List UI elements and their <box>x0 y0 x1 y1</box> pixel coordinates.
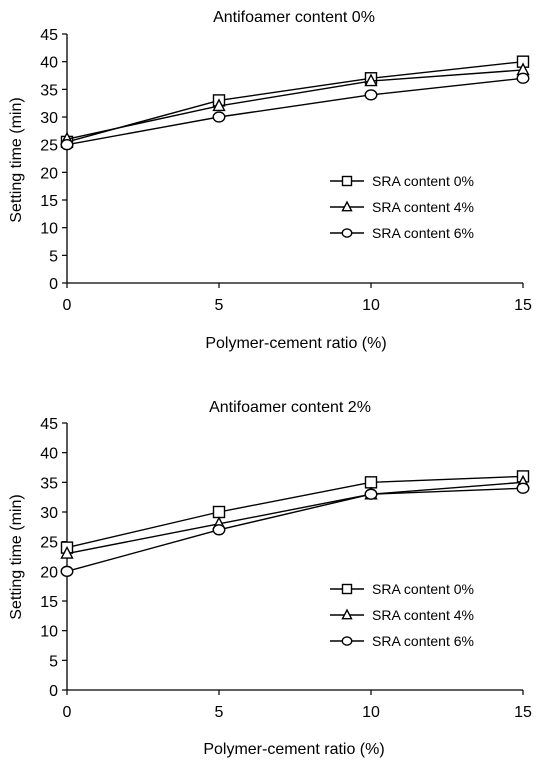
y-tick-label: 35 <box>40 82 58 99</box>
x-tick-label: 15 <box>514 704 532 721</box>
plot-area: 0 5 10 15 20 25 30 35 40 45 0 5 10 15 SRA content 0% SR… <box>40 27 532 314</box>
legend-label: SRA content 4% <box>372 199 474 215</box>
legend-label: SRA content 0% <box>372 173 474 189</box>
y-tick-label: 10 <box>40 221 58 238</box>
x-axis-label: Polymer-cement ratio (%) <box>203 741 384 758</box>
y-tick-label: 30 <box>40 110 58 127</box>
legend-marker <box>341 228 353 238</box>
y-tick-label: 15 <box>40 193 58 210</box>
legend-label: SRA content 4% <box>372 607 474 623</box>
legend-label: SRA content 6% <box>372 225 474 241</box>
y-tick-label: 0 <box>49 683 58 700</box>
y-tick-label: 40 <box>40 55 58 72</box>
y-axis-label: Setting time (min) <box>8 97 25 222</box>
x-tick-label: 0 <box>63 704 72 721</box>
data-point <box>212 505 226 519</box>
y-tick-label: 5 <box>49 653 58 670</box>
data-point <box>212 524 226 536</box>
chart-antifoamer-0: Antifoamer content 0% Setting time (min)… <box>8 9 532 352</box>
y-tick-label: 25 <box>40 138 58 155</box>
x-tick-label: 10 <box>362 704 380 721</box>
data-point <box>212 98 226 112</box>
series-line <box>66 60 524 143</box>
y-tick-label: 20 <box>40 165 58 182</box>
data-point <box>60 565 74 577</box>
series-line <box>66 481 524 555</box>
data-point <box>516 482 530 494</box>
legend-marker <box>341 175 353 187</box>
series-line <box>66 487 524 573</box>
y-tick-label: 5 <box>49 248 58 265</box>
data-point <box>60 545 74 559</box>
legend-label: SRA content 0% <box>372 581 474 597</box>
data-point <box>364 89 378 101</box>
legend-marker <box>341 608 353 620</box>
y-tick-label: 0 <box>49 276 58 293</box>
legend-label: SRA content 6% <box>372 633 474 649</box>
y-tick-label: 45 <box>40 27 58 44</box>
chart-title: Antifoamer content 0% <box>213 9 375 26</box>
data-point <box>364 73 378 87</box>
y-tick-label: 15 <box>40 594 58 611</box>
y-tick-label: 30 <box>40 505 58 522</box>
y-tick-label: 20 <box>40 564 58 581</box>
y-axis-label: Setting time (min) <box>8 494 25 619</box>
y-tick-label: 10 <box>40 624 58 641</box>
y-tick-label: 40 <box>40 446 58 463</box>
data-point <box>364 488 378 500</box>
data-point <box>60 139 74 151</box>
x-axis-label: Polymer-cement ratio (%) <box>205 335 386 352</box>
x-tick-label: 10 <box>362 297 380 314</box>
data-point <box>364 476 378 489</box>
y-tick-label: 35 <box>40 475 58 492</box>
data-point <box>212 111 226 123</box>
chart-title: Antifoamer content 2% <box>209 399 371 416</box>
data-point <box>516 72 530 84</box>
legend-marker <box>341 200 353 212</box>
x-tick-label: 5 <box>215 704 224 721</box>
legend-marker <box>341 583 353 595</box>
series-line <box>66 475 524 549</box>
series-line <box>66 69 524 140</box>
plot-area: 0 5 10 15 20 25 30 35 40 45 0 5 10 15 SRA content 0% SR… <box>40 416 532 721</box>
legend-marker <box>341 636 353 646</box>
x-tick-label: 0 <box>63 297 72 314</box>
x-tick-label: 15 <box>514 297 532 314</box>
y-tick-label: 45 <box>40 416 58 433</box>
series-line <box>66 77 524 146</box>
chart-antifoamer-2: Antifoamer content 2% Setting time (min)… <box>8 399 532 758</box>
x-tick-label: 5 <box>215 297 224 314</box>
y-tick-label: 25 <box>40 535 58 552</box>
